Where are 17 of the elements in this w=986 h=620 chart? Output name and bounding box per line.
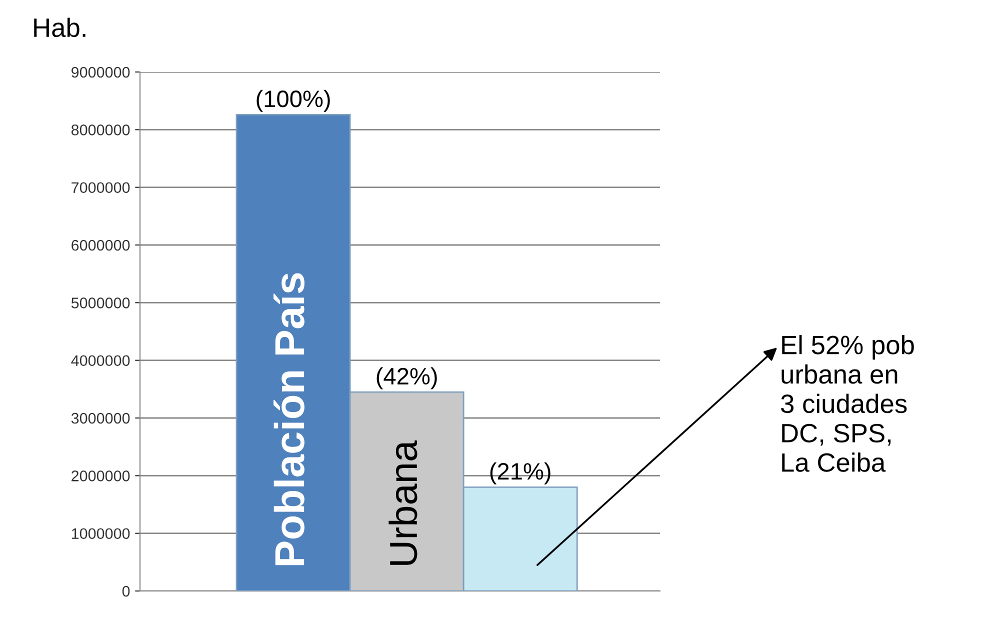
- y-tick-label: 3000000: [71, 412, 130, 424]
- annotation: (21%): [490, 462, 550, 484]
- y-tick-label: 4000000: [71, 355, 130, 366]
- annotation: (100%): [256, 90, 330, 112]
- y-tick-label: 9000000: [72, 66, 130, 78]
- y-tick-label: 7000000: [72, 182, 130, 194]
- y-tick-label: 0: [122, 586, 130, 597]
- y-tick-label: 6000000: [72, 240, 130, 251]
- annotation: (42%): [376, 367, 437, 390]
- y-tick-label: 5000000: [71, 298, 130, 308]
- x-tick-label: Urbana: [388, 440, 418, 565]
- y-tick-label: 8000000: [71, 124, 130, 136]
- y-tick-label: 1000000: [72, 528, 130, 540]
- x-tick-label: Población País: [273, 273, 304, 566]
- y-tick-label: 2000000: [72, 470, 130, 482]
- y-axis-title: Hab.: [34, 18, 86, 38]
- text: El 52% pob urbana en 3 ciudades DC, SPS, La Ceiba: [781, 335, 914, 472]
